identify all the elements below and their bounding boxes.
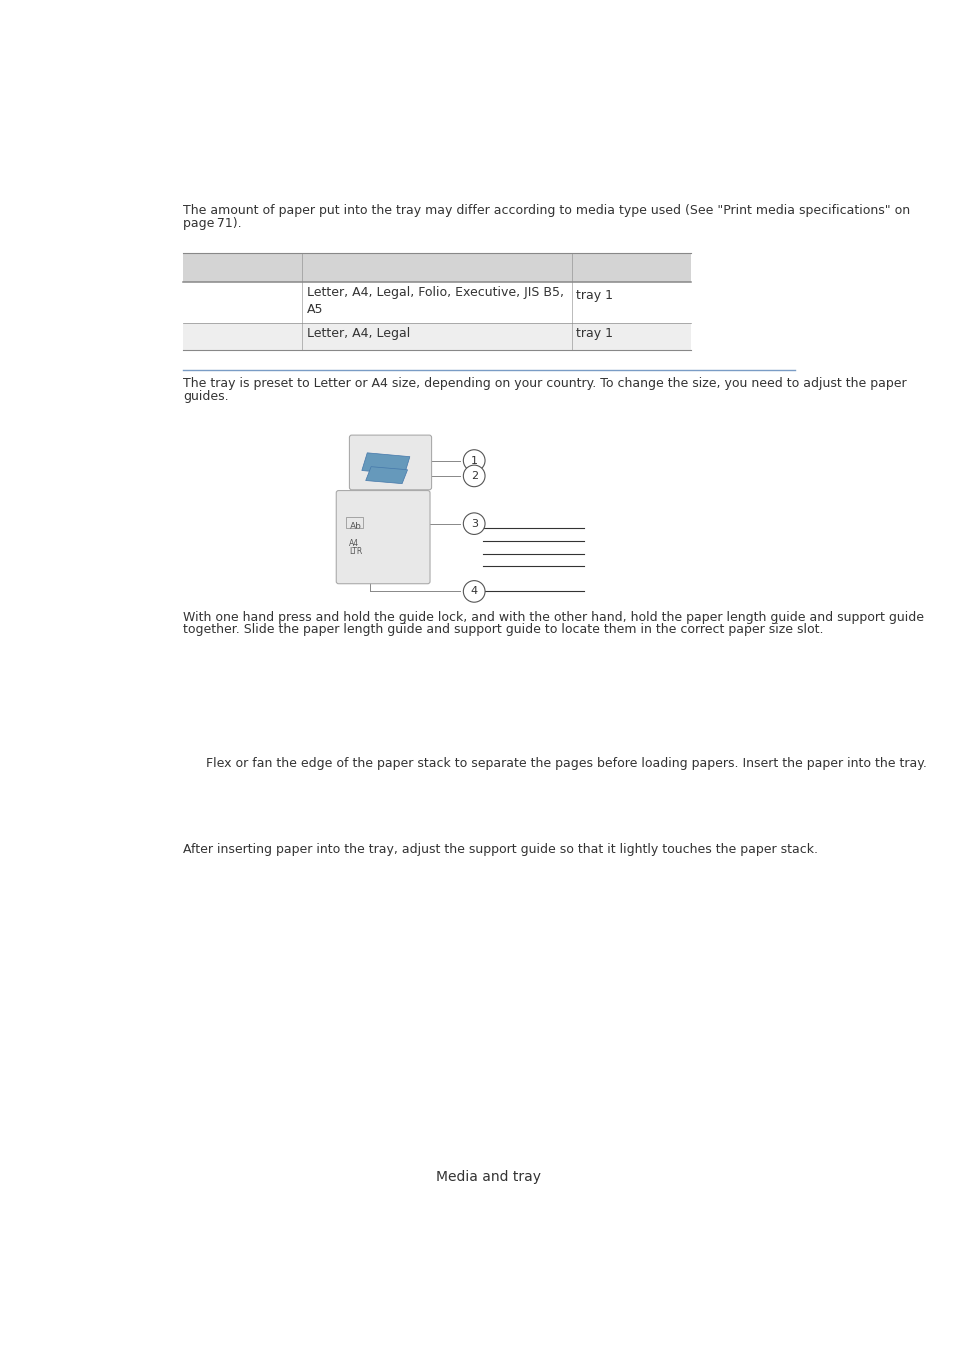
Text: With one hand press and hold the guide lock, and with the other hand, hold the p: With one hand press and hold the guide l…: [183, 611, 923, 624]
Text: Media and tray: Media and tray: [436, 1170, 541, 1184]
Text: 1: 1: [470, 456, 477, 465]
Text: guides.: guides.: [183, 390, 228, 403]
Circle shape: [463, 465, 484, 487]
FancyBboxPatch shape: [349, 435, 431, 489]
Text: 2: 2: [470, 470, 477, 481]
Polygon shape: [361, 453, 410, 474]
Text: tray 1: tray 1: [576, 288, 613, 302]
Circle shape: [463, 450, 484, 472]
Text: Ab: Ab: [349, 522, 361, 531]
Bar: [183, 324, 690, 350]
Text: tray 1: tray 1: [576, 326, 613, 340]
Text: together. Slide the paper length guide and support guide to locate them in the c: together. Slide the paper length guide a…: [183, 623, 822, 636]
Bar: [346, 516, 363, 527]
Bar: [183, 252, 690, 282]
Polygon shape: [365, 466, 407, 484]
Text: The tray is preset to Letter or A4 size, depending on your country. To change th: The tray is preset to Letter or A4 size,…: [183, 377, 905, 391]
Text: Flex or fan the edge of the paper stack to separate the pages before loading pap: Flex or fan the edge of the paper stack …: [206, 758, 926, 770]
Text: 4: 4: [470, 586, 477, 596]
Text: page 71).: page 71).: [183, 217, 241, 231]
Text: After inserting paper into the tray, adjust the support guide so that it lightly: After inserting paper into the tray, adj…: [183, 844, 817, 856]
Text: The amount of paper put into the tray may differ according to media type used (S: The amount of paper put into the tray ma…: [183, 204, 909, 217]
Text: Letter, A4, Legal, Folio, Executive, JIS B5,
A5: Letter, A4, Legal, Folio, Executive, JIS…: [307, 286, 563, 315]
Text: 3: 3: [470, 519, 477, 528]
FancyBboxPatch shape: [335, 491, 430, 584]
Circle shape: [463, 581, 484, 603]
Text: A4: A4: [349, 539, 359, 549]
Circle shape: [463, 512, 484, 534]
Text: Letter, A4, Legal: Letter, A4, Legal: [307, 326, 410, 340]
Bar: [183, 282, 690, 324]
Text: LTR: LTR: [349, 547, 362, 555]
